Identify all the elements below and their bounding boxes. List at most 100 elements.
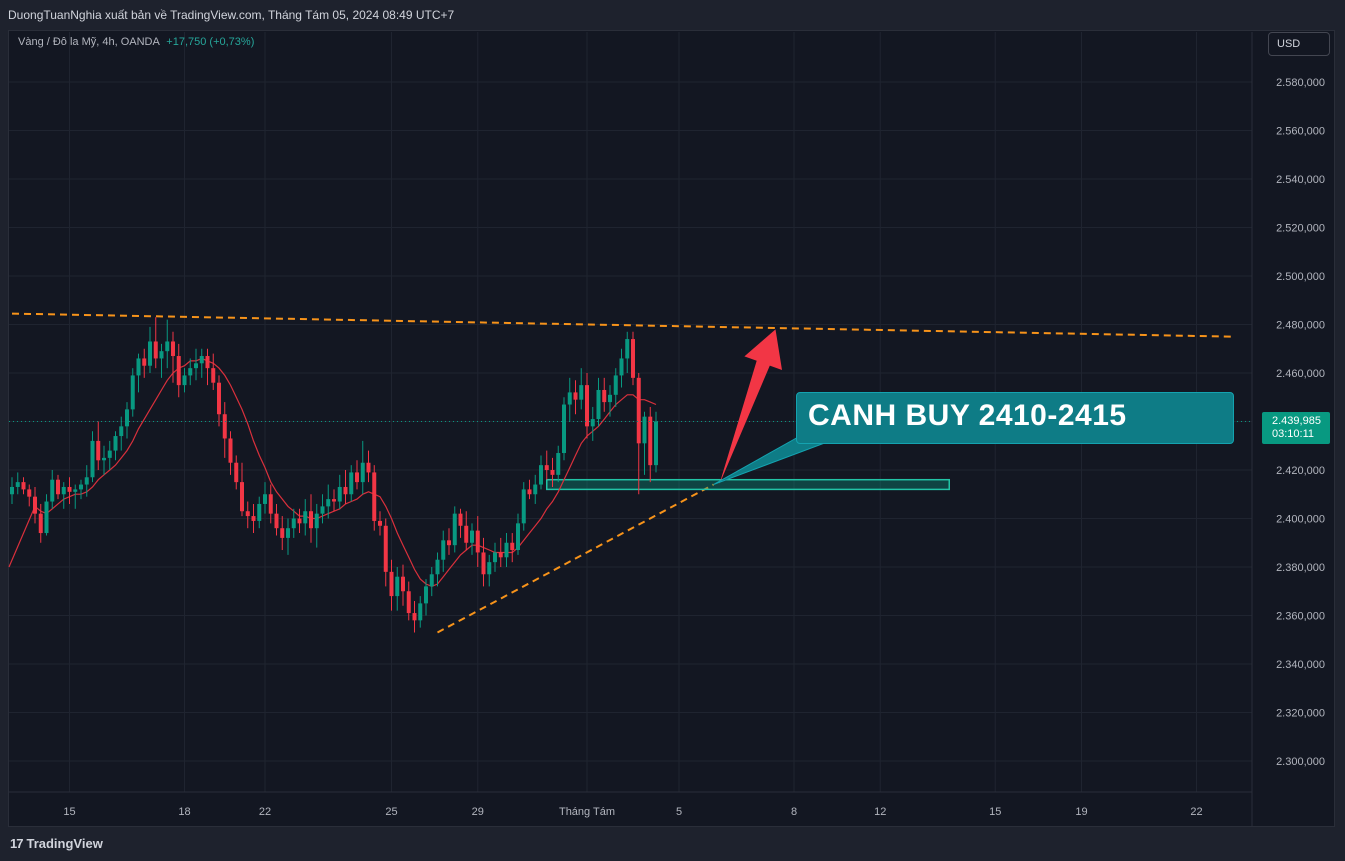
- candle: [228, 431, 233, 475]
- x-tick-label: 5: [676, 806, 682, 818]
- candle-body: [372, 472, 377, 521]
- candle: [107, 440, 112, 470]
- tradingview-wordmark: TradingView: [26, 836, 103, 851]
- candle-body: [240, 482, 244, 512]
- candle-body: [33, 496, 37, 514]
- candle-body: [44, 501, 49, 534]
- candle-body: [297, 518, 302, 524]
- x-tick-label: 15: [63, 806, 75, 818]
- candle-body: [516, 523, 520, 551]
- candle: [286, 518, 290, 555]
- candle-body: [562, 404, 566, 454]
- candle-body: [470, 530, 474, 543]
- candle-body: [412, 613, 417, 621]
- candle: [504, 533, 509, 567]
- candle-body: [475, 530, 480, 553]
- candle-body: [378, 520, 382, 526]
- tradingview-logo[interactable]: 17 TradingView: [10, 836, 103, 851]
- candle-body: [533, 484, 538, 495]
- candle: [447, 528, 451, 555]
- symbol-title: Vàng / Đô la Mỹ, 4h, OANDA: [18, 36, 160, 48]
- candle-body: [521, 489, 526, 524]
- candle-body: [406, 591, 411, 614]
- candle-body: [194, 363, 198, 369]
- candle: [211, 353, 216, 390]
- candle-body: [263, 494, 267, 504]
- candle: [113, 431, 118, 461]
- candle: [153, 317, 158, 369]
- candle-body: [286, 528, 290, 538]
- bar-countdown: 03:10:11: [1272, 428, 1315, 440]
- candle-body: [309, 511, 313, 529]
- candle-body: [337, 486, 342, 502]
- candle: [303, 499, 308, 536]
- candle: [516, 513, 520, 555]
- candle: [567, 377, 572, 422]
- buy-zone-rect: [546, 478, 950, 491]
- candle-body: [188, 368, 193, 376]
- candle: [608, 385, 612, 417]
- candle: [602, 377, 607, 412]
- candle: [383, 518, 388, 587]
- candle-body: [291, 518, 296, 529]
- x-tick-label: 22: [1190, 806, 1202, 818]
- y-tick-label: 2.320,000: [1276, 708, 1325, 720]
- candle: [165, 319, 170, 369]
- x-tick-label: 19: [1075, 806, 1087, 818]
- candle-body: [217, 382, 221, 415]
- x-tick-label: 22: [259, 806, 271, 818]
- candle-body: [539, 465, 543, 485]
- candle-body: [130, 375, 135, 410]
- candle-body: [257, 503, 262, 521]
- candle: [148, 326, 152, 373]
- candle-body: [125, 409, 129, 427]
- y-tick-label: 2.500,000: [1276, 271, 1325, 283]
- candle-body: [349, 472, 354, 495]
- candle-body: [464, 525, 469, 543]
- candle: [176, 343, 181, 398]
- candle-body: [573, 392, 578, 400]
- candle: [590, 406, 595, 441]
- candle: [521, 482, 526, 531]
- candle: [245, 501, 250, 529]
- candle-body: [498, 552, 503, 558]
- candle-body: [56, 479, 60, 495]
- candle-body: [245, 511, 250, 517]
- y-tick-label: 2.520,000: [1276, 223, 1325, 235]
- y-tick-label: 2.300,000: [1276, 756, 1325, 768]
- candle: [222, 402, 227, 458]
- candle: [366, 450, 371, 483]
- candle-body: [424, 586, 428, 604]
- candle-body: [631, 339, 635, 378]
- support-zone: [546, 478, 950, 491]
- candle: [510, 533, 515, 563]
- candle: [424, 579, 428, 616]
- candle-body: [544, 465, 549, 470]
- candle-body: [625, 339, 630, 359]
- candle-body: [136, 358, 141, 376]
- candle: [389, 559, 394, 611]
- candle-body: [10, 486, 14, 495]
- candle-body: [182, 375, 187, 386]
- currency-button[interactable]: USD: [1268, 32, 1330, 56]
- buy-callout[interactable]: CANH BUY 2410-2415: [796, 392, 1234, 444]
- candle: [205, 348, 210, 386]
- candle-body: [648, 416, 653, 466]
- y-tick-label: 2.480,000: [1276, 320, 1325, 332]
- candle-body: [435, 559, 440, 575]
- trendlines: [11, 312, 1232, 634]
- candle-body: [27, 489, 32, 497]
- time-axis: 15 18 22 25 29 Tháng Tám 5 8 12 15 19 22: [9, 791, 1252, 818]
- candle-body: [199, 356, 204, 364]
- candle: [654, 411, 658, 473]
- candle-body: [314, 513, 319, 529]
- symbol-legend[interactable]: Vàng / Đô la Mỹ, 4h, OANDA +17,750 (+0,7…: [18, 36, 254, 48]
- x-tick-label: Tháng Tám: [559, 806, 615, 818]
- candle: [487, 554, 492, 587]
- candle: [61, 482, 66, 509]
- candle: [309, 494, 313, 543]
- candle-body: [504, 542, 509, 558]
- candle-body: [21, 482, 26, 490]
- candle: [550, 457, 555, 487]
